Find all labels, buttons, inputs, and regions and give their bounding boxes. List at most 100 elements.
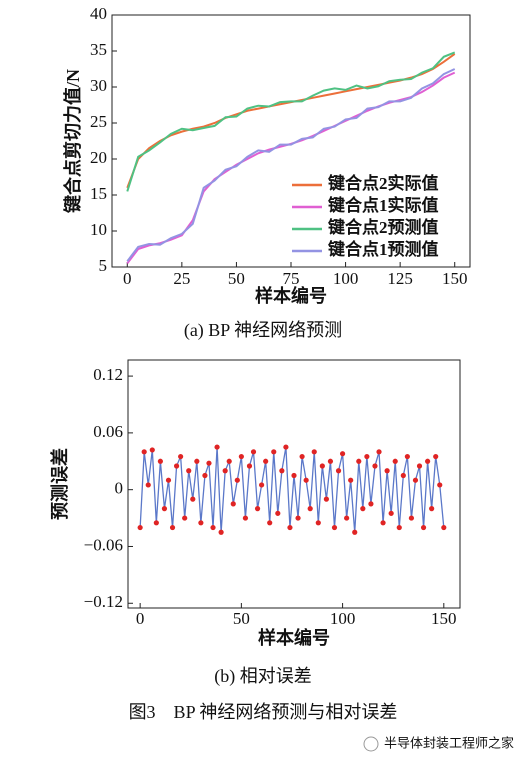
x-tick-label: 100 xyxy=(330,609,356,628)
y-tick-label: 5 xyxy=(99,256,108,275)
series-marker xyxy=(226,458,232,464)
series-marker xyxy=(230,501,236,507)
y-tick-label: 0.12 xyxy=(93,365,123,384)
series-line xyxy=(126,68,456,262)
series-marker xyxy=(384,468,390,474)
series-marker xyxy=(376,449,382,455)
watermark-icon xyxy=(363,736,379,752)
y-tick-label: 10 xyxy=(90,220,107,239)
series-marker xyxy=(165,477,172,483)
series-marker xyxy=(291,472,297,479)
series-marker xyxy=(339,451,346,457)
x-tick-label: 0 xyxy=(136,609,145,628)
y-axis-title: 键合点剪切力值/N xyxy=(62,69,83,214)
series-marker xyxy=(396,524,402,531)
series-marker xyxy=(295,515,301,521)
series-marker xyxy=(210,524,216,531)
series-marker xyxy=(356,458,362,464)
y-tick-label: −0.06 xyxy=(84,535,123,554)
series-marker xyxy=(344,515,350,521)
series-marker xyxy=(271,449,277,455)
series-marker xyxy=(303,477,309,483)
series-marker xyxy=(263,458,269,464)
caption-b: (b) 相对误差 xyxy=(214,666,312,687)
series-marker xyxy=(433,453,439,460)
series-marker xyxy=(315,520,321,526)
series-marker xyxy=(404,453,410,460)
series-marker xyxy=(178,453,184,460)
legend-label: 键合点2实际值 xyxy=(328,173,439,193)
series-marker xyxy=(153,520,159,526)
series-marker xyxy=(182,515,188,521)
series-marker xyxy=(425,458,431,464)
series-marker xyxy=(416,463,423,469)
series-line xyxy=(139,446,445,533)
series-marker xyxy=(250,449,257,455)
x-tick-label: 50 xyxy=(228,269,245,288)
series-marker xyxy=(335,468,342,474)
series-marker xyxy=(246,463,253,469)
series-marker xyxy=(267,520,273,526)
series-marker xyxy=(194,458,200,464)
x-tick-label: 125 xyxy=(387,269,413,288)
series-marker xyxy=(352,529,358,535)
x-tick-label: 25 xyxy=(173,269,190,288)
series-marker xyxy=(437,482,443,488)
series-marker xyxy=(149,447,155,453)
series-marker xyxy=(157,458,163,464)
series-marker xyxy=(372,463,378,469)
x-tick-label: 150 xyxy=(431,609,457,628)
series-marker xyxy=(242,515,249,521)
x-tick-label: 75 xyxy=(283,269,300,288)
y-tick-label: 40 xyxy=(90,4,107,23)
series-line xyxy=(126,51,456,192)
series-marker xyxy=(214,444,220,450)
series-marker xyxy=(218,529,224,535)
y-axis-title: 预测误差 xyxy=(49,448,70,520)
y-tick-label: 30 xyxy=(90,76,107,95)
series-marker xyxy=(408,515,415,521)
series-marker xyxy=(283,444,289,450)
series-marker xyxy=(234,477,240,483)
x-axis-title: 样本编号 xyxy=(255,285,327,306)
series-marker xyxy=(400,472,406,479)
y-tick-label: 20 xyxy=(90,148,107,167)
series-marker xyxy=(412,477,419,483)
series-marker xyxy=(145,482,151,488)
series-marker xyxy=(319,463,325,469)
plot-frame xyxy=(127,359,461,609)
y-tick-label: 0 xyxy=(115,479,124,498)
series-marker xyxy=(141,449,147,455)
series-marker xyxy=(380,520,386,526)
series-marker xyxy=(307,506,313,512)
y-tick-label: −0.12 xyxy=(84,592,123,611)
y-tick-label: 35 xyxy=(90,40,107,59)
series-marker xyxy=(186,468,192,474)
series-marker xyxy=(198,520,204,526)
series-marker xyxy=(161,506,168,512)
series-marker xyxy=(287,524,293,531)
series-marker xyxy=(299,453,305,460)
series-marker xyxy=(360,506,366,512)
series-marker xyxy=(254,506,261,512)
series-marker xyxy=(311,449,317,455)
y-tick-label: 15 xyxy=(90,184,107,203)
series-marker xyxy=(388,510,394,516)
series-marker xyxy=(331,524,338,531)
series-marker xyxy=(368,501,374,507)
series-marker xyxy=(238,453,244,460)
series-marker xyxy=(190,496,196,502)
legend-label: 键合点1实际值 xyxy=(328,195,439,215)
series-marker xyxy=(364,453,370,460)
series-marker xyxy=(259,482,265,488)
series-marker xyxy=(392,458,398,464)
x-tick-label: 50 xyxy=(233,609,250,628)
x-tick-label: 150 xyxy=(442,269,468,288)
x-tick-label: 0 xyxy=(123,269,132,288)
series-marker xyxy=(275,510,281,516)
series-marker xyxy=(327,458,334,464)
series-marker xyxy=(279,468,285,474)
series-marker xyxy=(169,524,176,531)
series-marker xyxy=(222,468,228,474)
